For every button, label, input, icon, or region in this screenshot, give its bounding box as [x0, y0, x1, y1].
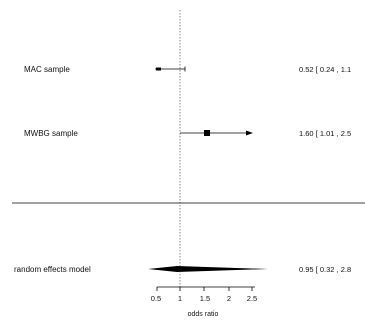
summary-diamond [148, 266, 268, 272]
summary-label: random effects model [14, 265, 91, 274]
x-tick-label: 1 [178, 294, 182, 303]
study-estimate-box-mwbg [204, 130, 210, 136]
x-tick-label: 1.5 [200, 294, 210, 303]
study-estimate-box-mac [156, 67, 161, 71]
study-ci-arrow-mwbg [246, 130, 253, 136]
study-ci-text-mac: 0.52 [ 0.24 , 1.1 [299, 65, 351, 74]
study-ci-text-mwbg: 1.60 [ 1.01 , 2.5 [299, 129, 351, 138]
x-axis-title: odds ratio [188, 311, 219, 318]
summary-ci-text: 0.95 [ 0.32 , 2.8 [299, 265, 351, 274]
study-label-mwbg: MWBG sample [24, 129, 78, 138]
x-tick-label: 2.5 [247, 294, 257, 303]
x-tick-label: 0.5 [151, 294, 161, 303]
study-label-mac: MAC sample [24, 65, 70, 74]
x-tick-label: 2 [227, 294, 231, 303]
